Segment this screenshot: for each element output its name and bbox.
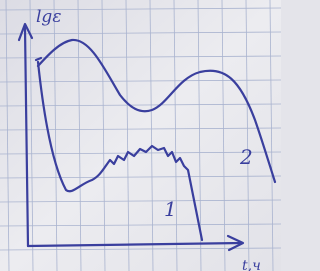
x-axis-label: t,ч	[242, 258, 261, 271]
sketch: lgε t,ч 2 1	[0, 0, 281, 271]
paper	[0, 0, 281, 271]
curve-label: 1	[164, 197, 177, 221]
y-axis-label: lgε	[36, 7, 61, 27]
curve-label: 2	[239, 145, 253, 169]
page: lgε t,ч 2 1 (() => { const data = JSON.p…	[0, 0, 281, 271]
